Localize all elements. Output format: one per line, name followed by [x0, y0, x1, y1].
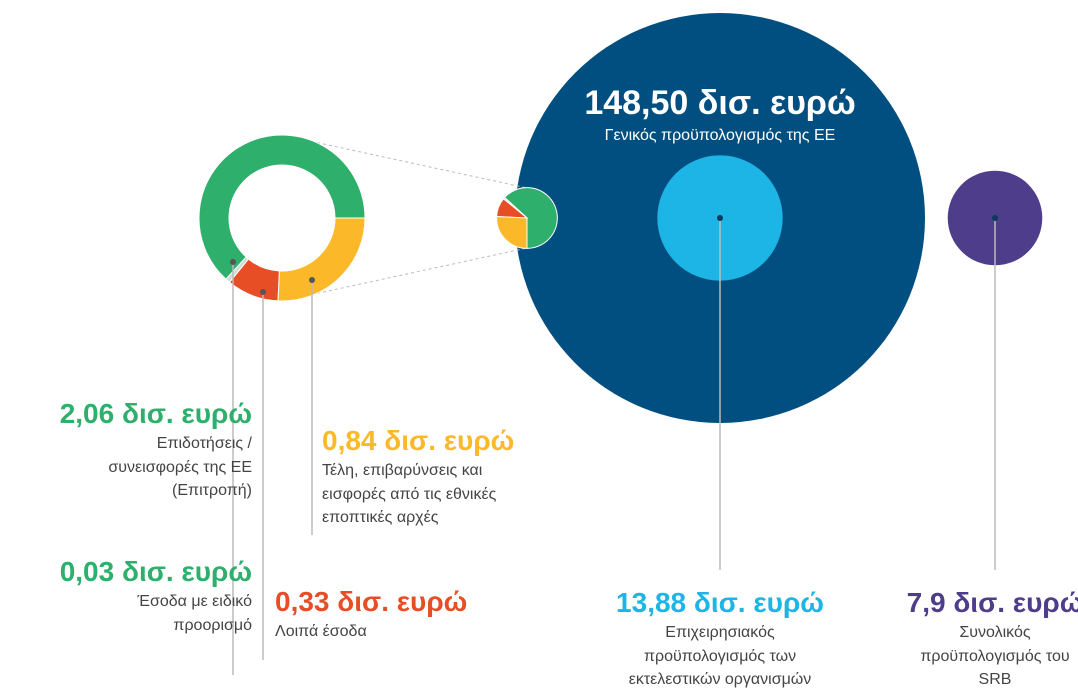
label: 7,9 δισ. ευρώ Συνολικός προϋπολογισμός το… [855, 587, 1078, 692]
value-label: 0,03 δισ. ευρώ [59, 556, 252, 587]
value-label: 148,50 δισ. ευρώ [584, 84, 856, 122]
description: Επιχειρησιακός προϋπολογισμός των εκτελε… [628, 624, 812, 688]
label: 0,84 δισ. ευρώ Τέλη, επιβαρύνσεις και εισ… [322, 425, 582, 530]
label: 0,33 δισ. ευρώ Λοιπά έσοδα [275, 586, 535, 644]
value-label: 0,33 δισ. ευρώ [275, 586, 468, 617]
value-label: 13,88 δισ. ευρώ [616, 587, 824, 618]
leader-dot [230, 259, 236, 265]
label: 2,06 δισ. ευρώ Επιδοτήσεις / συνεισφορές … [0, 398, 252, 503]
description: Συνολικός προϋπολογισμός του SRB [920, 624, 1070, 688]
description: Τέλη, επιβαρύνσεις και εισφορές από τις … [322, 462, 497, 526]
description: Γενικός προϋπολογισμός της ΕΕ [604, 127, 836, 144]
value-label: 2,06 δισ. ευρώ [59, 398, 252, 429]
description: Λοιπά έσοδα [275, 623, 367, 640]
leader-dot [717, 215, 723, 221]
donut-segment [198, 134, 366, 280]
description: Έσοδα με ειδικό προορισμό [137, 593, 252, 634]
leader-dot [992, 215, 998, 221]
donut-segment [277, 217, 366, 302]
value-label: 0,84 δισ. ευρώ [322, 425, 515, 456]
label: 0,03 δισ. ευρώ Έσοδα με ειδικό προορισμό [0, 556, 252, 637]
pie-slice [503, 187, 558, 249]
label: 148,50 δισ. ευρώ Γενικός προϋπολογισμός τ… [520, 84, 920, 148]
pie-slice [496, 216, 528, 249]
label: 13,88 δισ. ευρώ Επιχειρησιακός προϋπολογι… [570, 587, 870, 692]
value-label: 7,9 δισ. ευρώ [906, 587, 1078, 618]
leader-dot [260, 289, 266, 295]
leader-dot [309, 277, 315, 283]
description: Επιδοτήσεις / συνεισφορές της ΕΕ (Επιτρο… [108, 435, 252, 499]
